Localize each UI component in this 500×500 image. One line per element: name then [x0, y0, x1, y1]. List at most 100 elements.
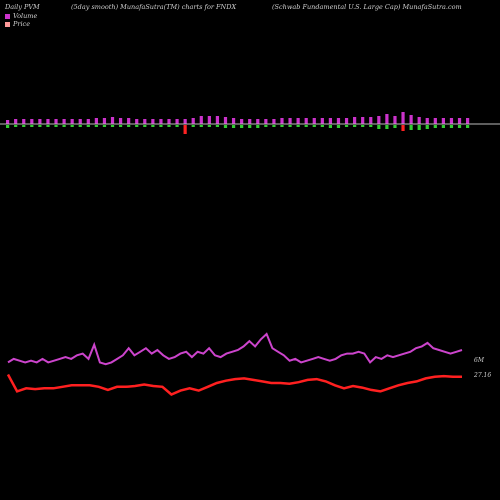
pvm-bar-up — [78, 119, 82, 124]
pvm-bar-down — [46, 125, 50, 127]
pvm-bar-up — [256, 119, 260, 124]
pvm-bar-down — [433, 125, 437, 128]
pvm-bar-down — [449, 125, 454, 128]
pvm-bar-down — [135, 125, 139, 127]
pvm-bar-down — [86, 125, 90, 127]
pvm-bar-up — [417, 117, 421, 124]
pvm-bar-up — [344, 118, 349, 124]
pvm-bar-down — [231, 125, 236, 128]
pvm-bar-up — [353, 117, 357, 124]
pvm-bar-down — [264, 125, 268, 127]
pvm-bar-down — [143, 125, 147, 127]
pvm-bar-up — [361, 117, 365, 124]
header-chart-title: (5day smooth) MunafaSutra(TM) charts for… — [71, 3, 237, 11]
pvm-bar-down — [377, 125, 381, 129]
pvm-bar-down — [304, 125, 308, 127]
pvm-bar-down — [159, 125, 163, 127]
pvm-bar-down — [328, 125, 333, 128]
pvm-bar-up — [328, 118, 333, 124]
pvm-bar-up — [425, 118, 429, 124]
pvm-bar-up — [191, 118, 195, 124]
volume-value-label: 6M — [474, 357, 485, 364]
pvm-bar-down — [30, 125, 34, 127]
pvm-bar-down — [344, 125, 349, 127]
volume-line — [7, 332, 463, 366]
pvm-bar-down — [256, 125, 260, 128]
pvm-bar-down — [353, 125, 357, 127]
pvm-bar-up — [264, 119, 268, 124]
pvm-bar-up — [320, 118, 324, 124]
pvm-bar-up — [231, 118, 236, 124]
pvm-bar-up — [223, 117, 228, 124]
pvm-bar-down — [38, 125, 42, 127]
pvm-bar-up — [401, 112, 405, 124]
pvm-bar-up — [369, 117, 373, 124]
pvm-bar-up — [240, 119, 244, 124]
pvm-bar-down — [441, 125, 445, 128]
legend-volume-swatch — [5, 13, 10, 19]
pvm-bar-up — [54, 119, 58, 124]
pvm-bar-up — [46, 119, 50, 124]
pvm-bar-down — [272, 125, 276, 127]
legend-price-label: Price — [13, 20, 31, 28]
pvm-bar-up — [62, 119, 66, 124]
pvm-bar-down — [199, 125, 203, 127]
pvm-bar-down — [70, 125, 74, 127]
pvm-bar-up — [38, 119, 42, 124]
pvm-bar-up — [70, 119, 74, 124]
pvm-bar-down — [248, 125, 252, 128]
pvm-bar-up — [110, 117, 115, 124]
pvm-bar-down — [127, 125, 131, 127]
pvm-bar-down — [22, 125, 26, 127]
price-value-label: 27.16 — [473, 372, 491, 379]
pvm-bar-down — [296, 125, 300, 127]
pvm-bar-up — [248, 119, 252, 124]
pvm-bar-up — [288, 118, 292, 124]
pvm-bar-up — [466, 118, 470, 124]
pvm-bar-up — [102, 118, 107, 124]
pvm-bar-up — [433, 118, 437, 124]
pvm-bar-down — [385, 125, 389, 129]
pvm-bar-down — [425, 125, 429, 129]
pvm-bar-down — [78, 125, 82, 127]
pvm-bar-down — [207, 125, 211, 127]
pvm-bar-up — [30, 119, 34, 124]
pvm-bar-down — [393, 125, 397, 128]
pvm-bar-down — [215, 125, 220, 127]
pvm-bar-up — [215, 116, 220, 124]
pvm-bar-up — [143, 119, 147, 124]
pvm-bar-up — [457, 118, 462, 124]
pvm-bar-down — [102, 125, 107, 127]
pvm-bar-up — [159, 119, 163, 124]
pvm-bar-up — [135, 119, 139, 124]
pvm-bar-up — [280, 118, 284, 124]
pvm-bar-down — [151, 125, 155, 127]
pvm-bar-up — [449, 118, 454, 124]
pvm-bar-up — [272, 119, 276, 124]
pvm-bar-down — [94, 125, 98, 127]
pvm-bar-down — [361, 125, 365, 127]
header-fund-name: (Schwab Fundamental U.S. Large Cap) Muna… — [272, 3, 462, 11]
pvm-bar-down — [167, 125, 171, 127]
pvm-bar-up — [151, 119, 155, 124]
legend-volume-label: Volume — [13, 12, 38, 20]
pvm-bar-up — [441, 118, 445, 124]
pvm-bar-down — [409, 125, 413, 130]
pvm-bar-down — [54, 125, 58, 127]
pvm-bar-up — [393, 116, 397, 124]
header-left-label: Daily PVM — [5, 3, 40, 11]
pvm-bar-down — [6, 125, 10, 128]
pvm-bar-down — [62, 125, 66, 127]
pvm-bar-up — [14, 119, 18, 124]
pvm-bar-up — [167, 119, 171, 124]
pvm-bar-up — [312, 118, 316, 124]
pvm-bar-down — [320, 125, 324, 127]
pvm-bar-down — [280, 125, 284, 127]
pvm-bar-up — [377, 116, 381, 124]
pvm-bar-down — [183, 125, 187, 134]
pvm-bar-down — [288, 125, 292, 127]
pvm-bars — [6, 112, 470, 134]
pvm-bar-down — [336, 125, 341, 128]
pvm-bar-down — [191, 125, 195, 127]
